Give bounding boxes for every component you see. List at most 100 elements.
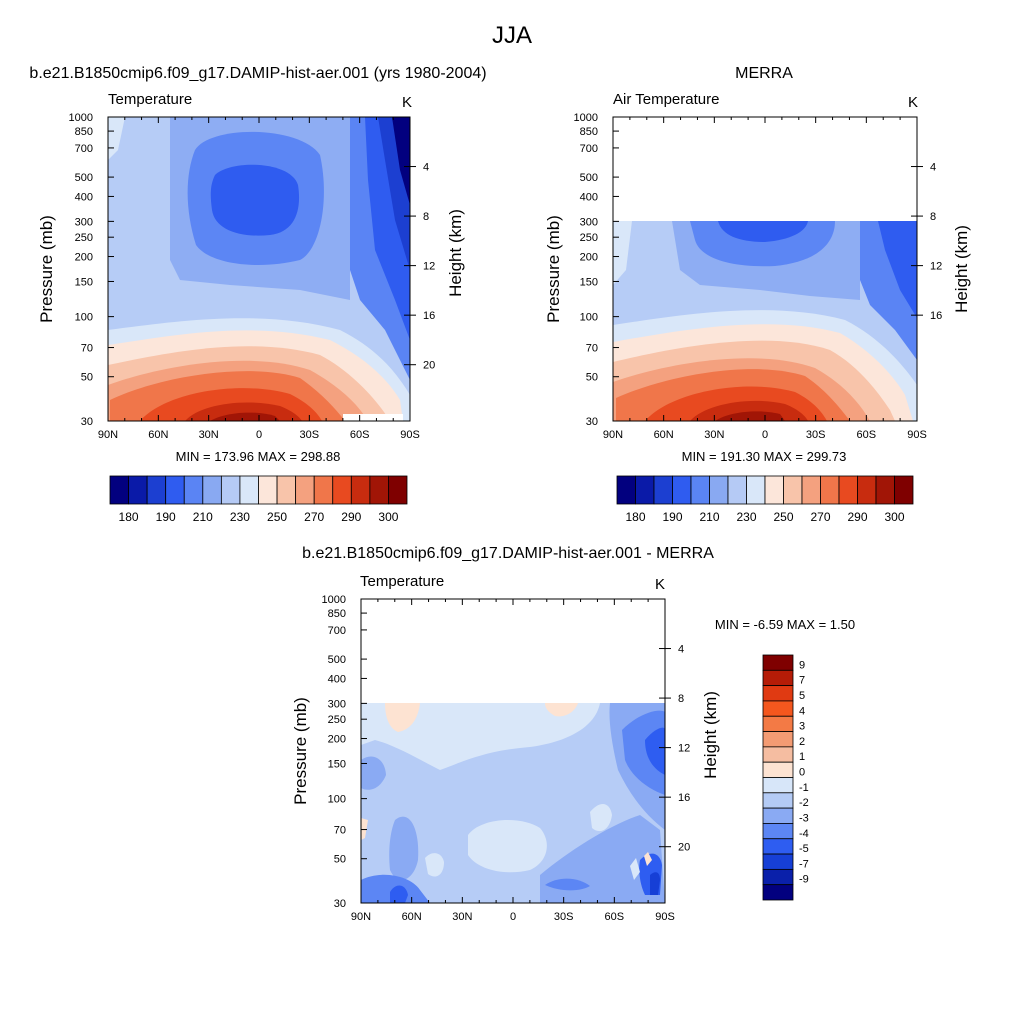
colorbar-swatch bbox=[762, 700, 794, 717]
colorbar-swatch bbox=[369, 475, 389, 505]
panel-units: K bbox=[655, 576, 665, 593]
x-tick-label: 90S bbox=[655, 911, 675, 923]
x-tick-label: 30S bbox=[300, 429, 320, 441]
x-axis-ticks: 90N 60N 30N 0 30S 60S 90S bbox=[351, 599, 675, 923]
x-tick-label: 90S bbox=[400, 429, 420, 441]
colorbar-swatch bbox=[635, 475, 655, 505]
colorbar-swatch bbox=[109, 475, 129, 505]
colorbar-label: -5 bbox=[799, 843, 809, 855]
contour-band-layer bbox=[385, 703, 420, 732]
y2-tick-label: 16 bbox=[678, 792, 690, 804]
colorbar-label: 190 bbox=[156, 510, 176, 524]
colorbar-label: 250 bbox=[267, 510, 287, 524]
colorbar-swatch bbox=[295, 475, 315, 505]
colorbar-swatch bbox=[183, 475, 204, 505]
contour-band-layer bbox=[630, 858, 640, 880]
colorbar-swatch bbox=[762, 654, 794, 671]
colorbar-swatch bbox=[276, 475, 297, 505]
colorbar-label: 0 bbox=[799, 767, 805, 779]
figure-title: JJA bbox=[492, 22, 532, 49]
x-tick-label: 0 bbox=[510, 911, 516, 923]
x-tick-label: 30S bbox=[554, 911, 574, 923]
colorbar-label: -2 bbox=[799, 797, 809, 809]
x-tick-label: 60S bbox=[857, 429, 877, 441]
min-max-stats: MIN = 191.30 MAX = 299.73 bbox=[682, 449, 847, 464]
colorbar-swatch bbox=[332, 475, 352, 505]
y2-tick-label: 4 bbox=[930, 162, 936, 174]
colorbar-swatch bbox=[128, 475, 148, 505]
y2-tick-label: 4 bbox=[423, 162, 429, 174]
x-tick-label: 30N bbox=[704, 429, 724, 441]
y-tick-label: 70 bbox=[81, 343, 93, 355]
y-tick-label: 70 bbox=[334, 825, 346, 837]
contour-band-layer bbox=[650, 872, 660, 895]
contour-band-layer bbox=[392, 117, 410, 205]
panel-merra: MERRA Air Temperature K 90N 60N 30N 0 30S 60S… bbox=[544, 65, 971, 524]
y2-tick-label: 16 bbox=[930, 310, 942, 322]
colorbar-label: 270 bbox=[810, 510, 830, 524]
colorbar-swatch bbox=[820, 475, 840, 505]
y-tick-label: 850 bbox=[328, 608, 346, 620]
colorbar-label: -3 bbox=[799, 812, 809, 824]
colorbar: 180 190 210 230 250 270 290 300 bbox=[109, 475, 408, 524]
panel-difference: b.e21.B1850cmip6.f09_g17.DAMIP-hist-aer.… bbox=[291, 545, 855, 923]
panel-subtitle-left: Air Temperature bbox=[613, 91, 719, 108]
contour-band-layer bbox=[210, 412, 280, 421]
panel-title: b.e21.B1850cmip6.f09_g17.DAMIP-hist-aer.… bbox=[29, 65, 486, 82]
min-max-stats: MIN = 173.96 MAX = 298.88 bbox=[176, 449, 341, 464]
y-tick-label: 700 bbox=[580, 143, 598, 155]
colorbar-label: 290 bbox=[341, 510, 361, 524]
y-tick-label: 300 bbox=[580, 216, 598, 228]
y-tick-label: 200 bbox=[75, 252, 93, 264]
colorbar-swatch bbox=[258, 475, 278, 505]
y2-tick-label: 16 bbox=[423, 310, 435, 322]
y-tick-label: 400 bbox=[75, 191, 93, 203]
y-tick-label: 1000 bbox=[69, 112, 93, 124]
y-tick-label: 150 bbox=[75, 276, 93, 288]
colorbar-swatch bbox=[762, 715, 794, 732]
colorbar-swatch bbox=[146, 475, 167, 505]
panel-units: K bbox=[402, 94, 412, 111]
colorbar-swatch bbox=[653, 475, 673, 505]
colorbar-label: -7 bbox=[799, 858, 809, 870]
y-axis-label: Pressure (mb) bbox=[37, 215, 56, 323]
y-tick-label: 250 bbox=[75, 232, 93, 244]
colorbar-swatch bbox=[388, 475, 408, 505]
panel-units: K bbox=[908, 94, 918, 111]
x-tick-label: 90S bbox=[907, 429, 927, 441]
y-tick-label: 500 bbox=[580, 172, 598, 184]
y2-tick-label: 12 bbox=[678, 743, 690, 755]
colorbar-label: 270 bbox=[304, 510, 324, 524]
colorbar-swatch bbox=[220, 475, 241, 505]
colorbar-swatch bbox=[838, 475, 858, 505]
colorbar-swatch bbox=[727, 475, 747, 505]
y2-axis-ticks: 4 8 12 16 20 bbox=[659, 644, 690, 854]
missing-data-region bbox=[343, 414, 403, 421]
y-tick-label: 50 bbox=[586, 372, 598, 384]
y-tick-label: 700 bbox=[75, 143, 93, 155]
y2-tick-label: 8 bbox=[930, 211, 936, 223]
colorbar-swatch bbox=[762, 746, 794, 763]
x-tick-label: 60N bbox=[148, 429, 168, 441]
colorbar-swatch bbox=[762, 685, 794, 702]
colorbar-label: 290 bbox=[847, 510, 867, 524]
y-tick-label: 100 bbox=[580, 312, 598, 324]
colorbar-label: 9 bbox=[799, 659, 805, 671]
colorbar-swatch bbox=[801, 475, 821, 505]
y-tick-label: 100 bbox=[75, 312, 93, 324]
x-tick-label: 90N bbox=[98, 429, 118, 441]
colorbar-label: 180 bbox=[625, 510, 645, 524]
x-tick-label: 60S bbox=[605, 911, 625, 923]
colorbar-swatch bbox=[239, 475, 259, 505]
y-tick-label: 250 bbox=[580, 232, 598, 244]
panel-title: MERRA bbox=[735, 65, 793, 82]
y-tick-label: 850 bbox=[580, 126, 598, 138]
colorbar-swatch bbox=[672, 475, 692, 505]
x-tick-label: 0 bbox=[256, 429, 262, 441]
colorbar-swatch bbox=[762, 868, 794, 886]
y-tick-label: 500 bbox=[328, 654, 346, 666]
y-tick-label: 50 bbox=[81, 372, 93, 384]
y-tick-label: 250 bbox=[328, 714, 346, 726]
y2-tick-label: 20 bbox=[423, 360, 435, 372]
